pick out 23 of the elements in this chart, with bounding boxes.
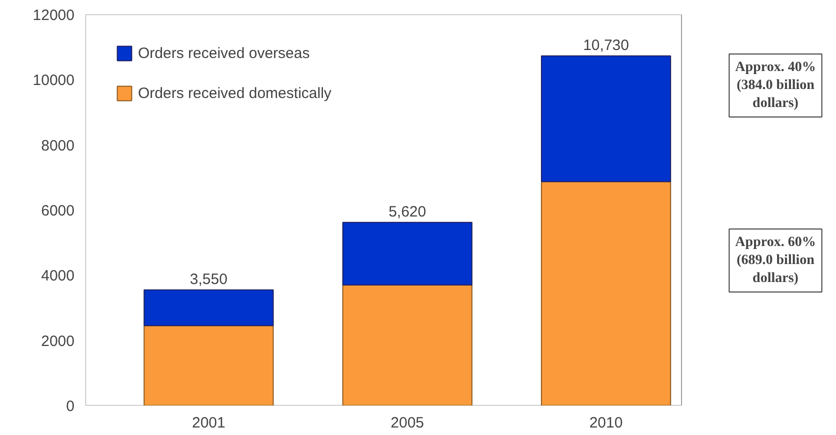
x-tick-label: 2001: [192, 414, 226, 432]
y-tick-label: 6000: [41, 202, 75, 220]
total-label: 3,550: [190, 270, 228, 288]
legend-label: Orders received overseas: [138, 44, 310, 62]
x-tick-label: 2010: [589, 414, 623, 432]
y-tick-label: 12000: [32, 7, 75, 24]
text: Approx. 40% (384.0 billion dollars): [735, 60, 816, 111]
bar: [342, 284, 472, 406]
y-tick-label: 0: [66, 398, 74, 415]
bar: [540, 181, 672, 406]
total-label: 5,620: [388, 203, 426, 220]
bar: [540, 55, 672, 182]
legend-label: Orders received domestically: [138, 84, 332, 102]
bar: [144, 325, 274, 406]
bar: [342, 222, 472, 286]
y-tick-label: 2000: [41, 332, 75, 350]
total-label: 10,730: [583, 36, 629, 54]
bar: [144, 289, 274, 326]
y-tick-label: 8000: [41, 137, 75, 154]
y-tick-label: 4000: [41, 268, 75, 285]
x-tick-label: 2005: [390, 414, 424, 432]
y-tick-label: 10000: [32, 72, 75, 90]
text: Approx. 60% (689.0 billion dollars): [735, 235, 816, 286]
